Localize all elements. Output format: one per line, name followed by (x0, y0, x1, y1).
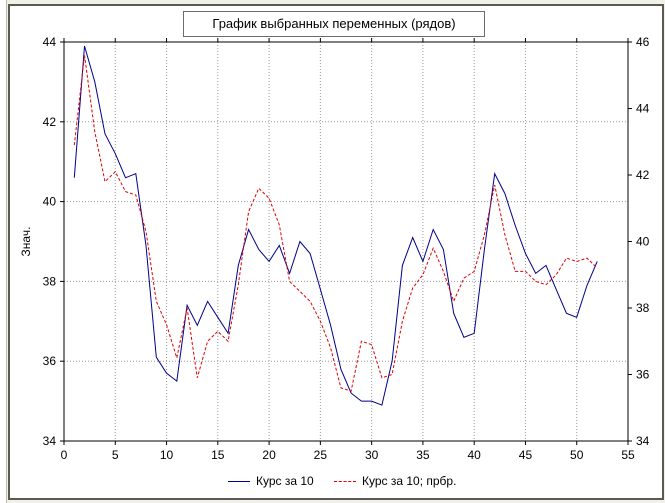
y-axis-label: Знач. (19, 227, 33, 257)
legend-label-series-1: Курс за 10 (256, 474, 314, 488)
legend-item-series-1: Курс за 10 (228, 474, 314, 488)
y-left-tick-label: 42 (43, 115, 57, 129)
x-tick-label: 15 (211, 448, 225, 462)
x-tick-label: 0 (61, 448, 68, 462)
y-right-tick-label: 44 (636, 102, 650, 116)
y-right-tick-label: 46 (636, 35, 650, 49)
x-tick-label: 40 (468, 448, 482, 462)
x-tick-label: 50 (570, 448, 584, 462)
x-tick-label: 45 (519, 448, 533, 462)
y-left-tick-label: 40 (43, 195, 57, 209)
x-tick-label: 10 (160, 448, 174, 462)
legend-label-series-2: Курс за 10; прбр. (362, 474, 457, 488)
x-tick-label: 55 (621, 448, 635, 462)
y-left-tick-label: 36 (43, 354, 57, 368)
y-right-tick-label: 40 (636, 235, 650, 249)
y-right-tick-label: 34 (636, 434, 650, 448)
chart-legend: Курс за 10 Курс за 10; прбр. (0, 472, 665, 492)
series-line-2 (73, 55, 598, 392)
chart-title[interactable]: График выбранных переменных (рядов) (183, 11, 485, 37)
legend-swatch-dashed (334, 481, 356, 483)
y-right-tick-label: 36 (636, 368, 650, 382)
legend-swatch-solid (228, 481, 250, 483)
plot-area (64, 42, 628, 441)
window-left-edge (0, 0, 7, 503)
x-tick-label: 35 (416, 448, 430, 462)
y-left-tick-label: 34 (43, 434, 57, 448)
y-right-tick-label: 42 (636, 168, 650, 182)
y-left-tick-label: 44 (43, 35, 57, 49)
x-tick-label: 25 (314, 448, 328, 462)
legend-item-series-2: Курс за 10; прбр. (334, 474, 456, 488)
series-line-1 (73, 45, 598, 406)
x-tick-label: 20 (262, 448, 276, 462)
y-right-tick-label: 38 (636, 301, 650, 315)
x-tick-label: 5 (112, 448, 119, 462)
x-tick-label: 30 (365, 448, 379, 462)
y-left-tick-label: 38 (43, 274, 57, 288)
